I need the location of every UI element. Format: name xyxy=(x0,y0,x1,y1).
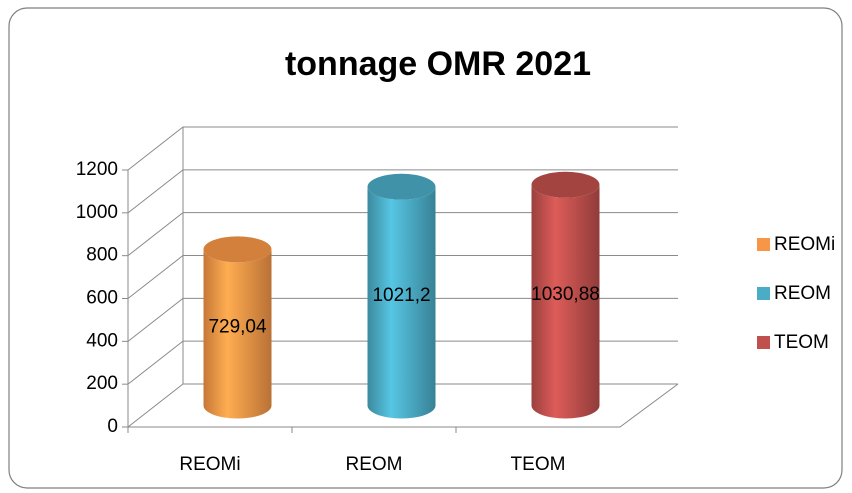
chart-title: tonnage OMR 2021 xyxy=(285,45,591,83)
legend-label: REOMi xyxy=(774,234,835,255)
bar-top xyxy=(367,173,436,200)
value-label: 729,04 xyxy=(208,316,267,337)
legend-label: TEOM xyxy=(774,332,829,353)
bar-top xyxy=(531,171,600,198)
legend-swatch xyxy=(757,287,770,300)
value-label: 1021,2 xyxy=(372,285,430,306)
y-tick-label: 800 xyxy=(86,245,118,266)
y-tick-label: 1000 xyxy=(76,202,118,223)
legend-swatch xyxy=(757,336,770,349)
y-tick-label: 200 xyxy=(86,373,118,394)
bar xyxy=(531,184,600,419)
legend-swatch xyxy=(757,238,770,251)
bar xyxy=(367,186,436,419)
y-tick-label: 400 xyxy=(86,330,118,351)
x-tick-label: REOM xyxy=(346,454,403,475)
legend-label: REOM xyxy=(774,283,831,304)
y-tick-label: 0 xyxy=(107,416,118,437)
value-label: 1030,88 xyxy=(531,284,600,305)
bar xyxy=(203,249,272,419)
y-tick-label: 1200 xyxy=(76,159,118,180)
x-tick-label: REOMi xyxy=(179,454,240,475)
y-tick-label: 600 xyxy=(86,288,118,309)
bar-top xyxy=(203,236,272,263)
x-tick-label: TEOM xyxy=(511,454,566,475)
